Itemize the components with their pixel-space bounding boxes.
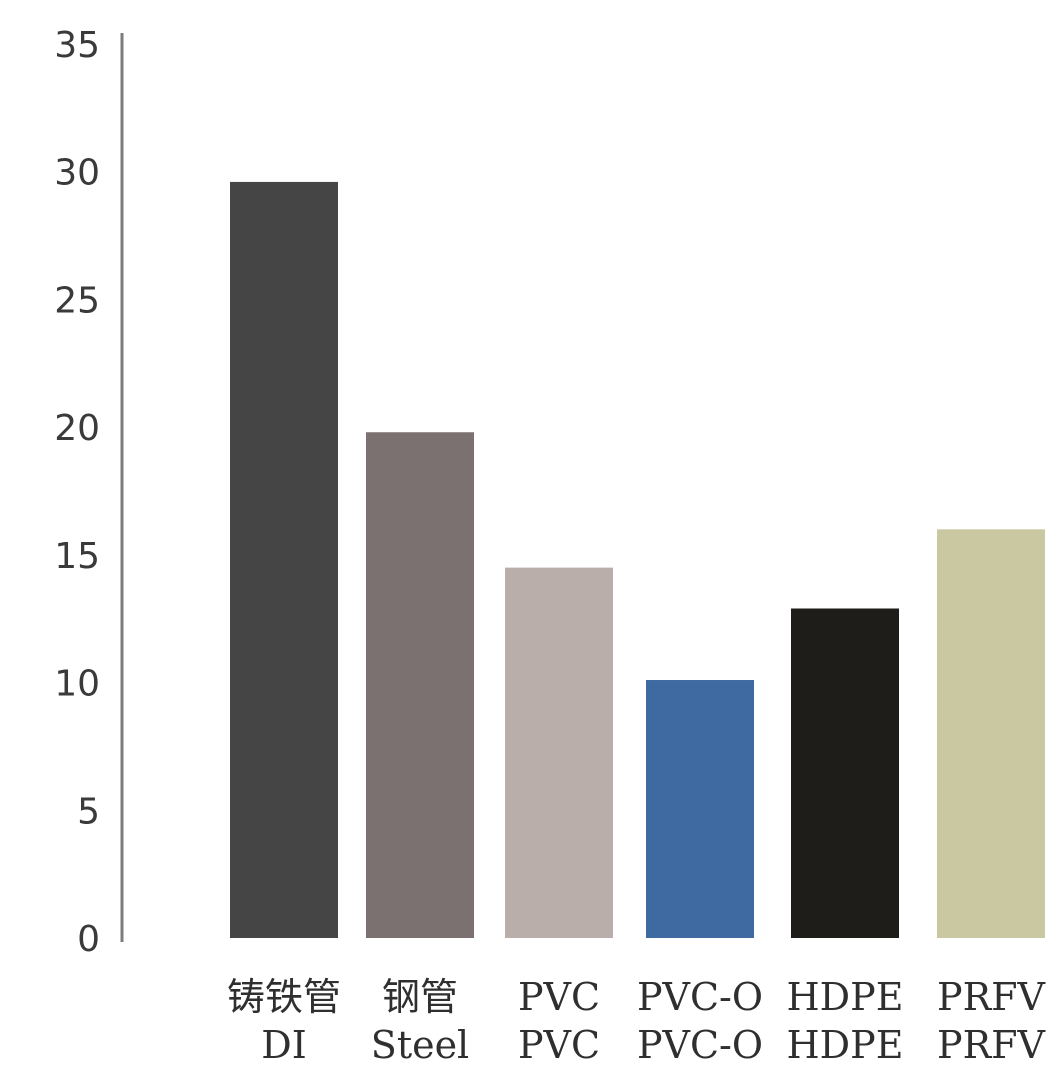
y-tick-label: 20	[54, 408, 100, 449]
x-tick-label-line2: Steel	[371, 1023, 469, 1065]
y-tick-label: 5	[77, 791, 100, 832]
x-tick-label-line2: PRFV	[937, 1023, 1046, 1065]
y-axis-ticks: 0 5 10 15 20 25 30 35	[54, 25, 100, 960]
x-tick-label-line1: 钢管	[382, 975, 458, 1019]
y-tick-label: 10	[54, 664, 100, 705]
bar	[505, 567, 613, 938]
y-tick-label: 0	[77, 919, 100, 960]
x-tick-label-line1: HDPE	[787, 975, 904, 1019]
y-tick-label: 30	[54, 153, 100, 194]
bar	[937, 529, 1045, 938]
x-tick-label-line2: DI	[261, 1023, 306, 1065]
x-tick-label-line1: PVC-O	[637, 975, 763, 1019]
y-tick-label: 15	[54, 536, 100, 577]
x-tick-label-line1: PRFV	[937, 975, 1046, 1019]
x-tick-label-line1: PVC	[518, 975, 600, 1019]
bars	[230, 181, 1045, 939]
bar	[791, 608, 899, 938]
y-tick-label: 35	[54, 25, 100, 66]
bar	[646, 680, 754, 938]
bar	[230, 181, 338, 939]
y-tick-label: 25	[54, 280, 100, 321]
x-tick-label-line2: HDPE	[787, 1023, 904, 1065]
x-tick-label-line2: PVC-O	[637, 1023, 763, 1065]
x-tick-label-line1: 铸铁管	[227, 975, 341, 1019]
x-tick-label-line2: PVC	[518, 1023, 600, 1065]
bar	[366, 432, 474, 938]
